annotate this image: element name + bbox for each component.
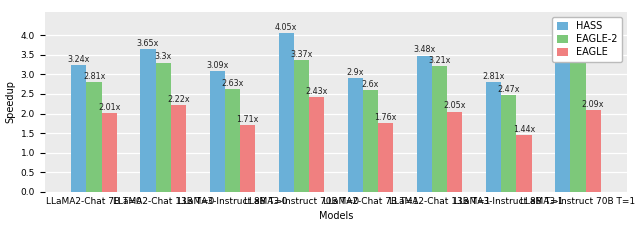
Text: 2.47x: 2.47x [497, 85, 520, 94]
Bar [278, 33, 294, 192]
Bar [555, 41, 570, 192]
Y-axis label: Speedup: Speedup [5, 80, 15, 123]
Text: 1.76x: 1.76x [374, 113, 397, 122]
Bar [417, 55, 432, 192]
Text: 3.3x: 3.3x [155, 52, 172, 62]
Text: 3.85x: 3.85x [552, 31, 574, 40]
Text: 3.48x: 3.48x [413, 45, 436, 54]
Bar [240, 125, 255, 192]
Bar [140, 49, 156, 192]
Bar [102, 113, 117, 192]
X-axis label: Models: Models [319, 211, 353, 221]
Text: 2.05x: 2.05x [444, 101, 466, 110]
Text: 3.28x: 3.28x [567, 53, 589, 62]
Text: 2.22x: 2.22x [167, 95, 189, 104]
Text: 3.21x: 3.21x [429, 56, 451, 65]
Text: 2.81x: 2.81x [483, 72, 505, 81]
Text: 2.81x: 2.81x [83, 72, 105, 81]
Text: 2.09x: 2.09x [582, 100, 604, 109]
Bar [378, 123, 394, 192]
Bar [570, 63, 586, 192]
Bar [348, 78, 363, 192]
Bar [86, 82, 102, 192]
Text: 2.6x: 2.6x [362, 80, 380, 89]
Text: 2.01x: 2.01x [98, 103, 120, 112]
Bar [486, 82, 501, 192]
Bar [363, 90, 378, 192]
Text: 3.65x: 3.65x [137, 39, 159, 48]
Bar [516, 135, 532, 192]
Bar [225, 89, 240, 192]
Text: 4.05x: 4.05x [275, 23, 298, 32]
Bar [171, 105, 186, 192]
Bar [71, 65, 86, 192]
Bar [432, 66, 447, 192]
Bar [447, 112, 463, 192]
Text: 1.71x: 1.71x [236, 115, 259, 124]
Bar [586, 110, 601, 192]
Text: 3.24x: 3.24x [68, 55, 90, 64]
Bar [501, 95, 516, 192]
Bar [309, 97, 324, 192]
Bar [156, 63, 171, 192]
Legend: HASS, EAGLE-2, EAGLE: HASS, EAGLE-2, EAGLE [552, 17, 622, 62]
Bar [209, 71, 225, 192]
Text: 2.9x: 2.9x [347, 68, 364, 77]
Text: 1.44x: 1.44x [513, 125, 535, 134]
Text: 3.09x: 3.09x [206, 61, 228, 70]
Text: 2.43x: 2.43x [305, 87, 328, 95]
Text: 2.63x: 2.63x [221, 79, 243, 88]
Text: 3.37x: 3.37x [291, 50, 312, 59]
Bar [294, 60, 309, 192]
